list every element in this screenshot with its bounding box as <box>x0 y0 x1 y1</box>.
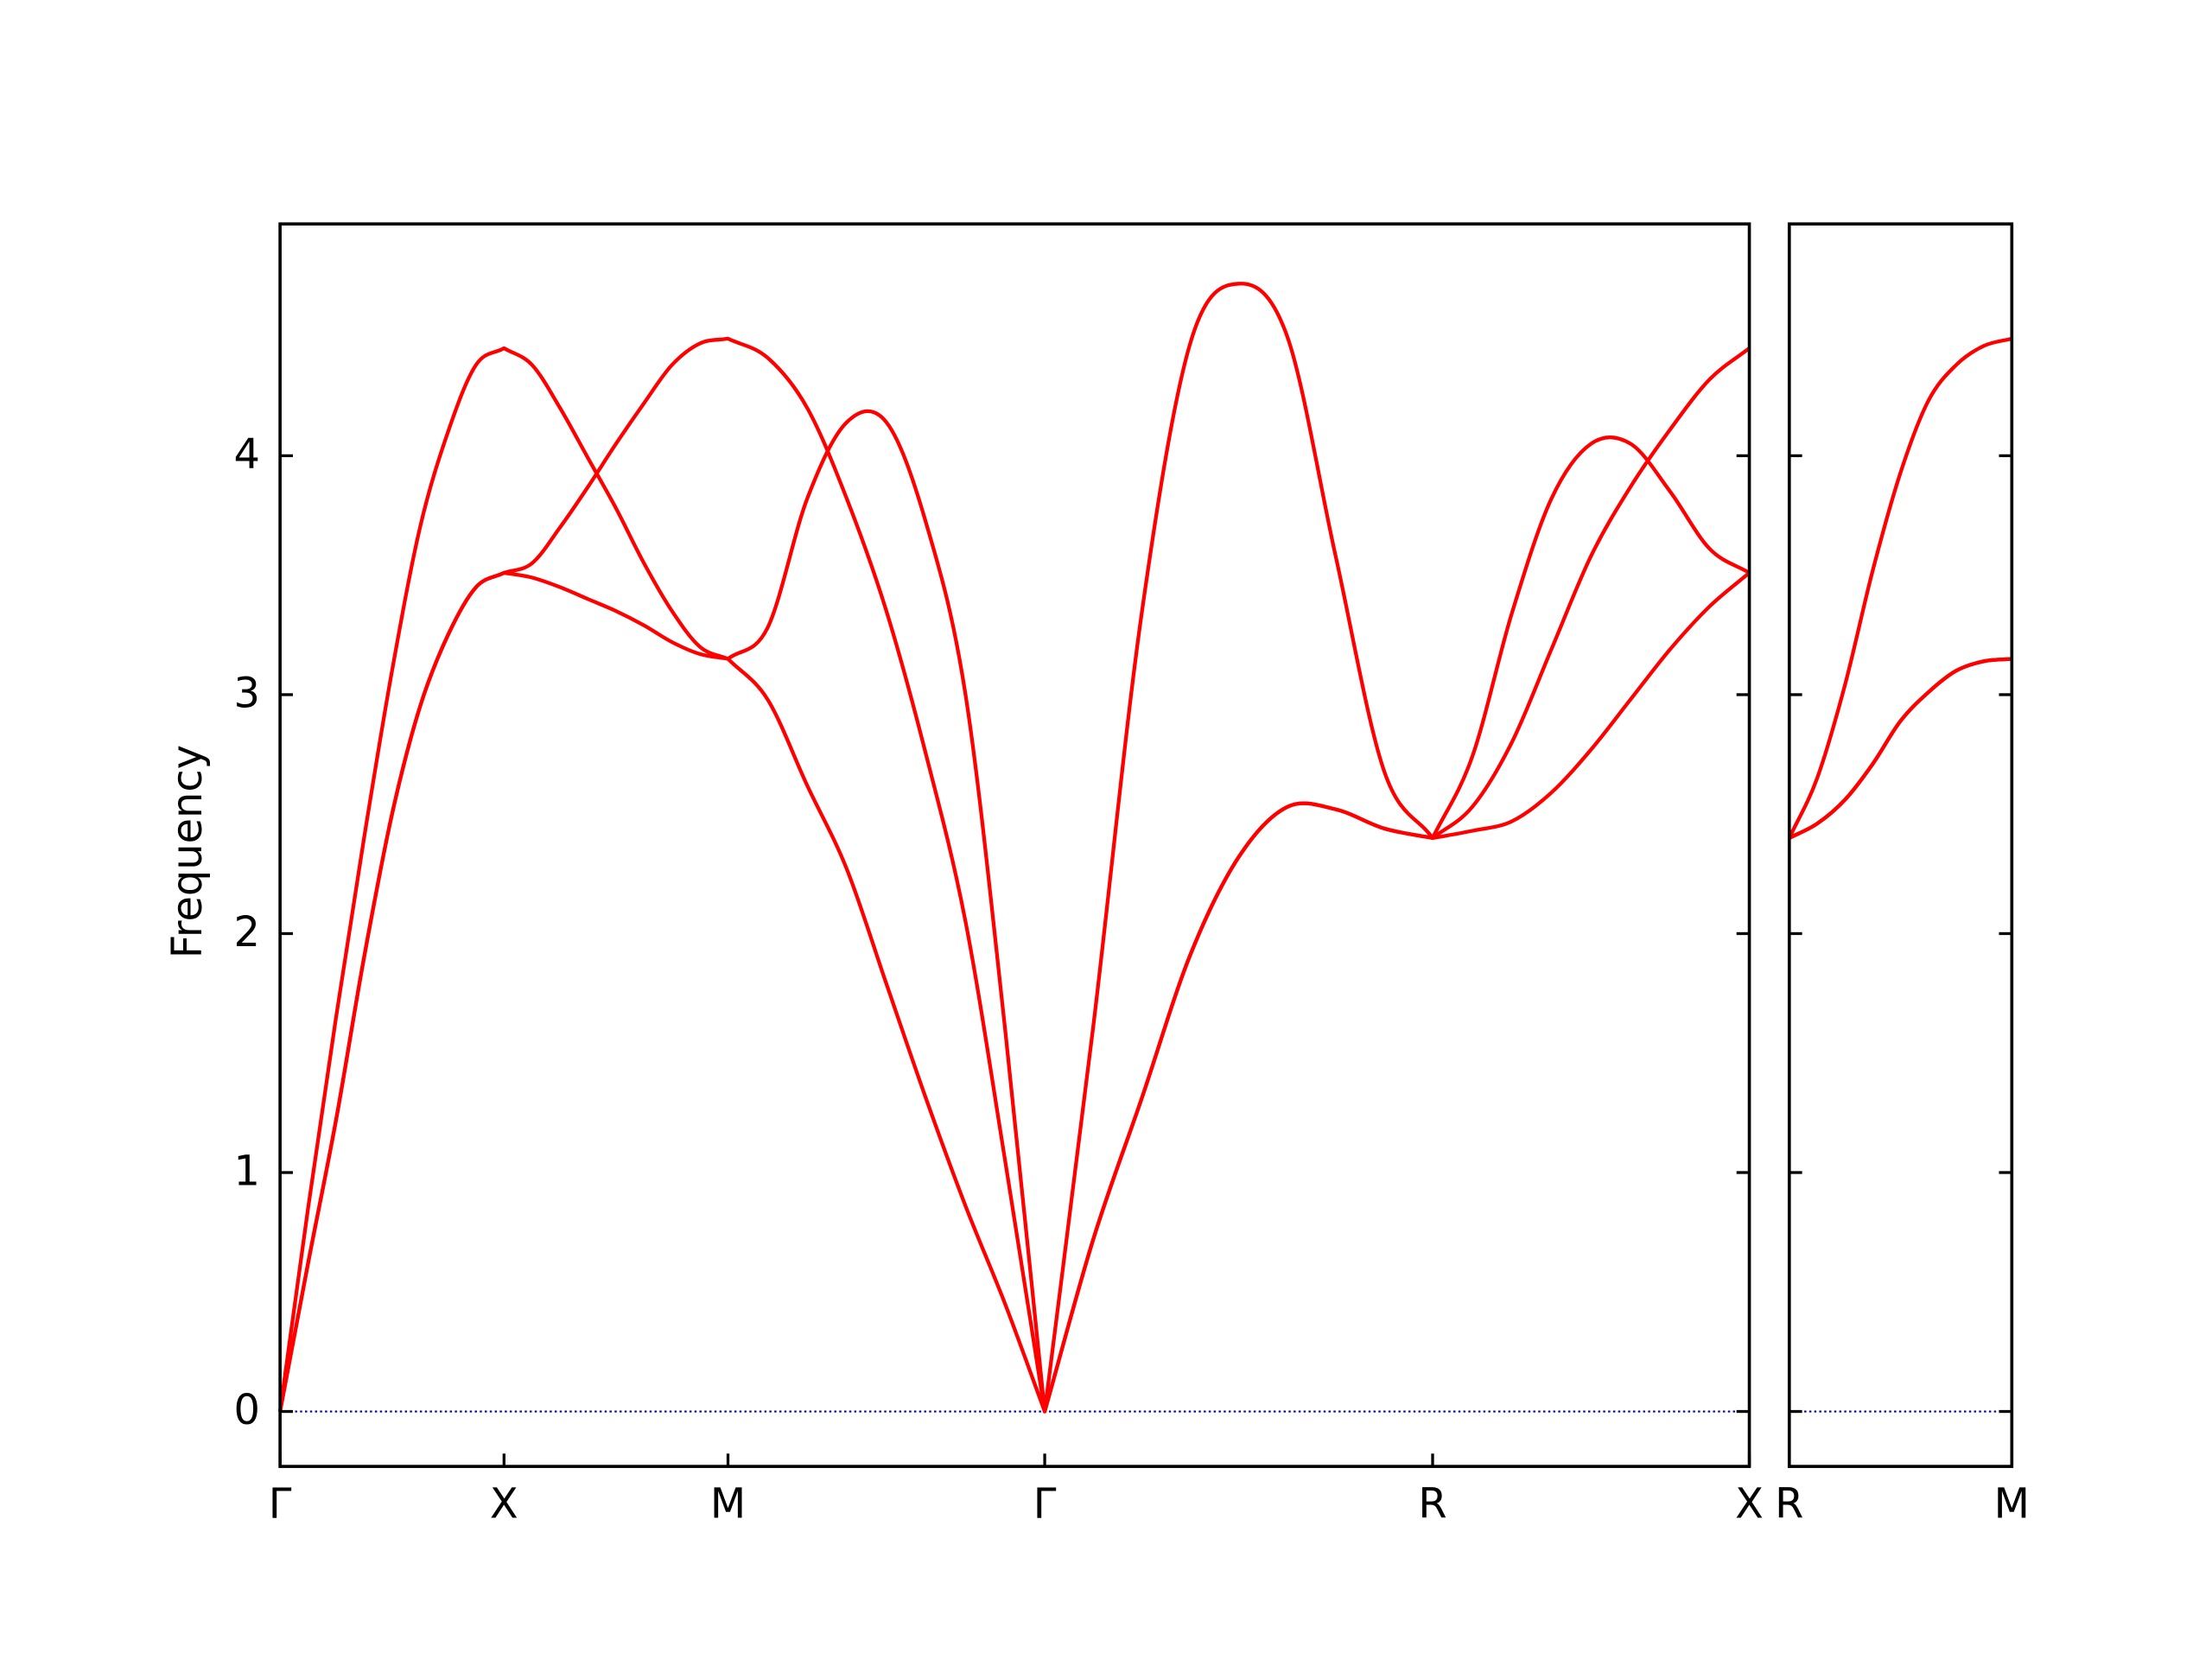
y-tick-label: 2 <box>234 909 260 957</box>
x-tick-label: Γ <box>1033 1480 1057 1528</box>
x-tick-label: M <box>1994 1480 2030 1528</box>
y-tick-label: 4 <box>234 431 260 479</box>
x-tick-label: X <box>1735 1480 1764 1528</box>
y-tick-label: 3 <box>234 671 260 718</box>
y-axis-label: Frequency <box>164 745 212 958</box>
x-tick-label: M <box>710 1480 746 1528</box>
y-tick-label: 0 <box>234 1387 260 1434</box>
x-tick-label: Γ <box>269 1480 292 1528</box>
axes-frame <box>1787 222 2014 1468</box>
x-tick-label: R <box>1775 1480 1803 1528</box>
x-tick-label: R <box>1418 1480 1446 1528</box>
band-line <box>1788 657 2012 840</box>
axes-frame <box>278 222 1751 1468</box>
x-tick-label: X <box>490 1480 518 1528</box>
y-tick-label: 1 <box>234 1148 260 1196</box>
band-line <box>278 282 1751 1414</box>
band-line <box>278 336 1751 1414</box>
band-line <box>1787 336 2012 839</box>
